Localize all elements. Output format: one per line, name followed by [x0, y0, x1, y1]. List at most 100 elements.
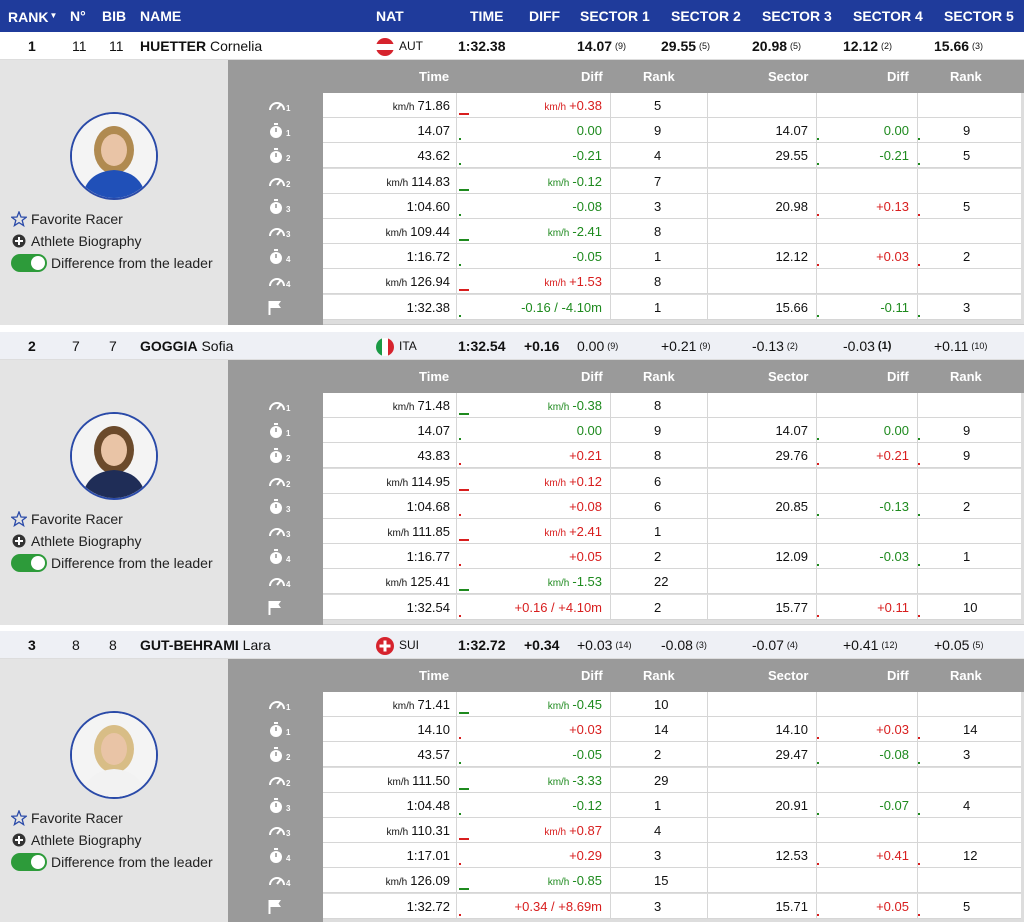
sort-down-icon[interactable]: ▼ [49, 11, 58, 20]
split-time: 1:32.54 [406, 599, 450, 615]
split-time: 1:32.72 [406, 898, 450, 914]
split-rank: 4 [654, 148, 662, 164]
split-index: 2 [286, 154, 291, 164]
split-diff: km/h +0.87 [544, 823, 602, 838]
difference-toggle[interactable]: Difference from the leader [11, 852, 213, 872]
star-outline-icon [9, 210, 29, 228]
sector-time: 20.98 [775, 198, 808, 214]
sector-rank: 14 [963, 722, 978, 738]
racer-name[interactable]: HUETTER Cornelia [140, 32, 262, 60]
racer-rank: 1 [28, 38, 36, 54]
speedometer-icon: 4 [228, 569, 323, 594]
header-sector-2[interactable]: SECTOR 2 [671, 8, 741, 24]
racer-detail: Favorite Racer Athlete Biography Differenc… [0, 360, 1024, 625]
split-diff: 0.00 [576, 123, 602, 139]
speed-unit: km/h [392, 102, 415, 113]
sector-diff: 0.00 [883, 123, 909, 139]
split-diff: km/h -0.12 [547, 173, 602, 189]
sector-rank: (3) [695, 640, 707, 650]
header-time[interactable]: TIME [470, 8, 504, 24]
col-sector-rank: Rank [950, 69, 982, 84]
split-time: 1:16.72 [406, 249, 450, 265]
sector-rank: (5) [790, 41, 802, 51]
split-row: 1:32.54 +0.16 / +4.10m 2 15.77 +0.11 10 [323, 594, 1021, 620]
favorite-racer-link[interactable]: Favorite Racer [9, 509, 123, 529]
col-sector-diff: Diff [887, 668, 909, 683]
ita-flag-icon [376, 338, 394, 356]
split-index: 3 [286, 504, 291, 514]
speed-unit: km/h [544, 278, 567, 290]
racer-row[interactable]: 2 7 7 GOGGIA Sofia ITA 1:32.54 +0.16 0.00 (9) +0.… [0, 332, 1024, 360]
header-sector-5[interactable]: SECTOR 5 [944, 8, 1014, 24]
speedometer-icon: 4 [228, 868, 323, 893]
sector-time: 15.77 [775, 599, 808, 615]
header-diff[interactable]: DIFF [529, 8, 561, 24]
split-rank: 29 [654, 772, 669, 788]
split-diff: km/h +0.38 [544, 98, 602, 113]
speedometer-icon: 3 [228, 818, 323, 843]
split-row: 43.83 +0.21 8 29.76 +0.21 9 [323, 443, 1021, 469]
favorite-racer-link[interactable]: Favorite Racer [9, 209, 123, 229]
split-diff: +0.03 [569, 722, 602, 738]
avatar[interactable] [70, 711, 158, 799]
speed-unit: km/h [392, 402, 415, 413]
favorite-racer-link[interactable]: Favorite Racer [9, 808, 123, 828]
avatar[interactable] [70, 112, 158, 200]
header-sector-3[interactable]: SECTOR 3 [762, 8, 832, 24]
speed-unit: km/h [386, 177, 409, 189]
stopwatch-icon: 1 [228, 717, 323, 742]
split-time: 14.07 [417, 123, 450, 139]
racer-sector-1: 0.00 (9) [577, 338, 619, 354]
speedometer-icon: 2 [228, 768, 323, 793]
difference-toggle[interactable]: Difference from the leader [11, 253, 213, 273]
sector-rank: (9) [615, 41, 627, 51]
athlete-biography-link[interactable]: Athlete Biography [11, 231, 142, 251]
split-index: 1 [286, 129, 291, 139]
speed-unit: km/h [544, 102, 567, 113]
stopwatch-icon: 3 [228, 494, 323, 519]
toggle-switch[interactable] [11, 853, 47, 871]
difference-toggle[interactable]: Difference from the leader [11, 553, 213, 573]
col-time: Time [419, 668, 450, 683]
header-name[interactable]: NAME [140, 8, 182, 24]
header-sector-4[interactable]: SECTOR 4 [853, 8, 923, 24]
sector-rank: 9 [963, 448, 971, 464]
sector-rank: 2 [963, 249, 971, 265]
racer-sector-5: +0.11 (10) [934, 338, 988, 354]
split-rank: 1 [654, 524, 662, 539]
sector-diff: +0.03 [876, 722, 909, 738]
split-row: 43.62 -0.21 4 29.55 -0.21 5 [323, 143, 1021, 169]
header-bib[interactable]: BIB [102, 8, 127, 24]
split-rank: 2 [654, 599, 662, 615]
athlete-profile: Favorite Racer Athlete Biography Differenc… [0, 360, 228, 625]
header-nat[interactable]: NAT [376, 8, 404, 24]
stopwatch-icon: 3 [228, 793, 323, 818]
toggle-switch[interactable] [11, 554, 47, 572]
toggle-switch[interactable] [11, 254, 47, 272]
header-rank[interactable]: RANK▼ [8, 9, 58, 25]
racer-name[interactable]: GOGGIA Sofia [140, 332, 233, 360]
split-row: km/h 109.44 km/h -2.41 8 [323, 219, 1021, 244]
col-rank: Rank [643, 668, 675, 683]
sector-rank: 3 [963, 299, 971, 315]
split-time: km/h 126.94 [385, 274, 450, 290]
col-rank: Rank [643, 69, 675, 84]
racer-row[interactable]: 1 11 11 HUETTER Cornelia AUT 1:32.38 14.07 (9) 2… [0, 32, 1024, 60]
header-no[interactable]: N° [70, 8, 86, 24]
racer-first-name: Cornelia [210, 38, 263, 54]
col-sector-diff: Diff [887, 369, 909, 384]
header-sector-1[interactable]: SECTOR 1 [580, 8, 650, 24]
split-time: 43.83 [417, 448, 450, 464]
stopwatch-icon: 2 [228, 443, 323, 468]
split-rank: 8 [654, 448, 662, 464]
split-index: 1 [286, 703, 291, 712]
racer-bib: 11 [109, 38, 124, 54]
split-index: 3 [286, 230, 291, 239]
col-sector: Sector [768, 668, 809, 683]
racer-name[interactable]: GUT-BEHRAMI Lara [140, 631, 271, 659]
avatar[interactable] [70, 412, 158, 500]
racer-row[interactable]: 3 8 8 GUT-BEHRAMI Lara SUI 1:32.72 +0.34 +0.03(… [0, 631, 1024, 659]
athlete-biography-link[interactable]: Athlete Biography [11, 531, 142, 551]
athlete-biography-link[interactable]: Athlete Biography [11, 830, 142, 850]
split-diff: km/h -0.38 [547, 398, 602, 413]
